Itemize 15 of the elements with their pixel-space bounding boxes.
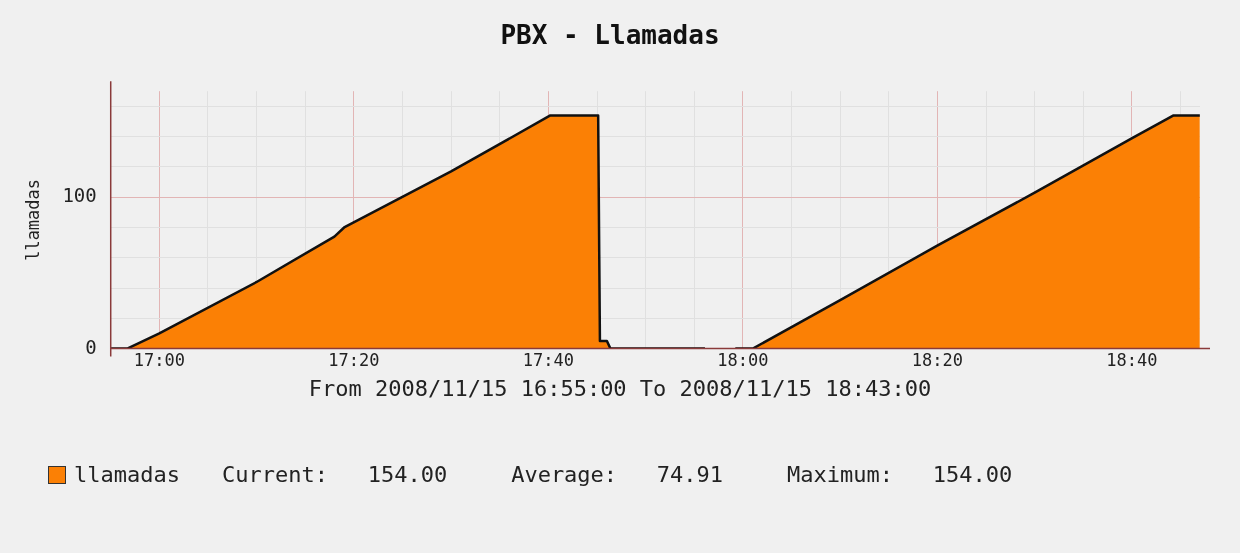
chart-title: PBX - Llamadas bbox=[500, 20, 720, 51]
y-axis-title: llamadas bbox=[22, 178, 43, 261]
y-tick-label: 0 bbox=[85, 335, 97, 358]
text: Maximum: 154.00 bbox=[787, 462, 1013, 487]
text: Average: 74.91 bbox=[511, 462, 724, 487]
x-tick-label: 18:20 bbox=[911, 350, 963, 371]
x-tick-label: 18:00 bbox=[717, 350, 769, 371]
text: Current: 154.00 bbox=[221, 462, 448, 487]
x-tick-label: 17:00 bbox=[133, 350, 185, 371]
x-tick-label: 17:20 bbox=[328, 350, 380, 371]
x-tick-label: 17:40 bbox=[522, 350, 574, 371]
text: From 2008/11/15 16:55:00 To 2008/11/15 18:43:00 bbox=[307, 376, 933, 401]
legend-label: llamadas bbox=[73, 462, 180, 487]
y-tick-label: 100 bbox=[62, 184, 97, 207]
x-tick-label: 18:40 bbox=[1106, 350, 1158, 371]
